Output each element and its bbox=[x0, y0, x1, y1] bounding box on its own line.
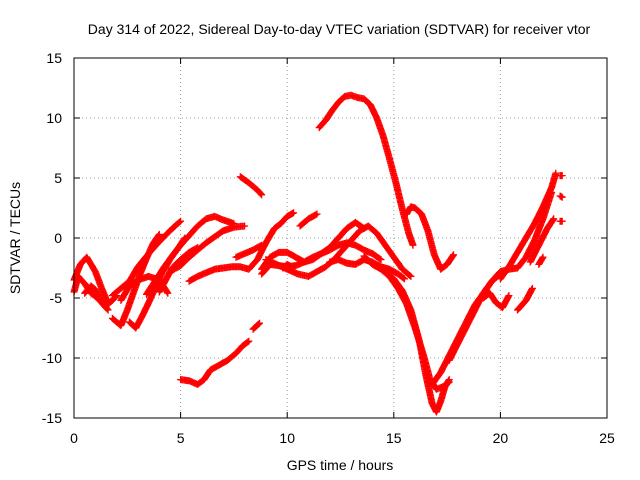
data-point bbox=[155, 230, 163, 238]
data-point bbox=[552, 169, 560, 177]
y-tick-label: 15 bbox=[46, 50, 62, 66]
x-tick-label: 15 bbox=[386, 430, 402, 446]
x-tick-labels: 0 5 10 15 20 25 bbox=[70, 430, 615, 446]
data-point bbox=[258, 241, 266, 249]
series-arc-3 bbox=[81, 282, 110, 312]
x-tick-label: 5 bbox=[177, 430, 185, 446]
series-arc-15 bbox=[177, 337, 253, 388]
data-point bbox=[176, 218, 183, 226]
series-arc-13 bbox=[236, 173, 266, 199]
data-point bbox=[558, 172, 566, 180]
series-arc-14 bbox=[249, 319, 263, 333]
y-tick-label: 5 bbox=[54, 170, 62, 186]
data-point bbox=[177, 217, 185, 225]
data-point bbox=[558, 217, 566, 225]
data-point bbox=[407, 272, 415, 280]
y-tick-label: -15 bbox=[42, 410, 62, 426]
data-point bbox=[505, 292, 513, 300]
data-point bbox=[102, 304, 110, 312]
data-point bbox=[449, 252, 457, 260]
data-point bbox=[409, 241, 417, 249]
data-point bbox=[313, 210, 321, 218]
x-tick-label: 10 bbox=[279, 430, 295, 446]
data-point bbox=[241, 222, 249, 230]
y-tick-label: 0 bbox=[54, 230, 62, 246]
data-point bbox=[550, 215, 558, 223]
data-point bbox=[450, 251, 457, 259]
data-point bbox=[290, 209, 298, 217]
data-point bbox=[401, 275, 408, 283]
data-point bbox=[258, 191, 266, 199]
data-point bbox=[539, 253, 547, 261]
data-point bbox=[528, 284, 536, 292]
series-arc-27 bbox=[445, 270, 504, 364]
axis-ticks bbox=[73, 57, 608, 419]
series-arc-12 bbox=[232, 241, 266, 261]
y-tick-label: -5 bbox=[50, 290, 63, 306]
series-arc-24 bbox=[381, 268, 453, 416]
data-point bbox=[244, 338, 252, 346]
chart-title: Day 314 of 2022, Sidereal Day-to-day VTE… bbox=[88, 21, 591, 37]
data-point bbox=[163, 288, 171, 296]
series-arc-30 bbox=[514, 284, 536, 314]
data-point bbox=[399, 274, 407, 282]
series-arc-25 bbox=[403, 203, 457, 273]
data-point bbox=[445, 377, 452, 385]
data-point bbox=[257, 190, 265, 198]
x-axis-label: GPS time / hours bbox=[287, 457, 394, 473]
series-arc-35 bbox=[556, 217, 566, 225]
series-arc-33 bbox=[556, 172, 566, 180]
data-point bbox=[245, 337, 253, 345]
y-tick-label: 10 bbox=[46, 110, 62, 126]
y-axis-label: SDTVAR / TECUs bbox=[7, 182, 23, 294]
series-arc-17 bbox=[258, 218, 368, 273]
y-tick-labels: -15 -10 -5 0 5 10 15 bbox=[42, 50, 62, 426]
series-arc-19 bbox=[296, 210, 321, 230]
series-arc-20 bbox=[279, 260, 295, 272]
data-points bbox=[70, 91, 566, 416]
series-arc-21 bbox=[315, 91, 417, 249]
data-point bbox=[101, 303, 109, 311]
data-point bbox=[377, 256, 385, 264]
data-point bbox=[155, 232, 163, 239]
series-arc-11 bbox=[168, 222, 249, 274]
data-point bbox=[376, 255, 384, 263]
x-tick-label: 20 bbox=[493, 430, 509, 446]
series-arc-32 bbox=[535, 253, 547, 268]
data-point bbox=[538, 254, 546, 262]
series-arc-34 bbox=[556, 192, 566, 201]
data-point bbox=[549, 216, 557, 224]
data-point bbox=[406, 272, 414, 279]
data-point bbox=[528, 286, 536, 294]
data-point bbox=[288, 263, 295, 271]
data-point bbox=[312, 211, 320, 219]
series-arc-31 bbox=[526, 215, 558, 266]
data-point bbox=[445, 376, 453, 384]
data-point bbox=[558, 193, 566, 201]
data-point bbox=[256, 319, 263, 327]
series-arc-29 bbox=[496, 169, 560, 283]
x-tick-label: 25 bbox=[599, 430, 615, 446]
x-tick-label: 0 bbox=[70, 430, 78, 446]
data-point bbox=[164, 289, 172, 297]
series-arc-7 bbox=[143, 212, 238, 298]
series-arc-10 bbox=[185, 209, 298, 285]
data-point bbox=[256, 242, 264, 250]
series-arc-28 bbox=[479, 289, 513, 312]
data-point bbox=[255, 320, 263, 328]
y-tick-label: -10 bbox=[42, 350, 62, 366]
